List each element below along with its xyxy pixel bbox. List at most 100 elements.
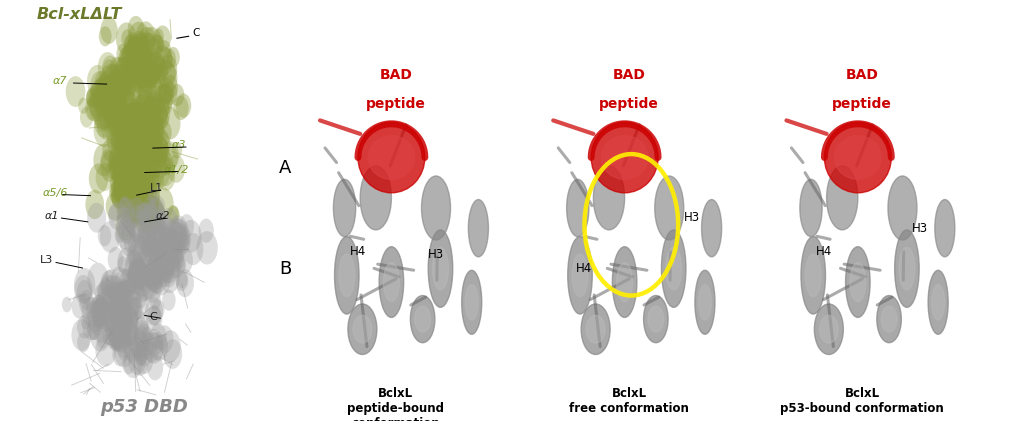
Circle shape [126,37,142,63]
Circle shape [114,325,131,353]
Circle shape [114,161,132,190]
Circle shape [162,246,178,272]
Circle shape [107,111,126,139]
Circle shape [169,215,188,243]
Circle shape [144,253,158,274]
Circle shape [87,320,99,340]
Circle shape [155,212,170,237]
Circle shape [154,257,173,287]
Circle shape [141,56,151,72]
Circle shape [108,146,125,172]
Circle shape [136,184,157,217]
Circle shape [141,27,162,60]
Circle shape [130,49,146,73]
Circle shape [144,196,156,215]
Circle shape [129,150,149,181]
Circle shape [131,112,148,138]
Ellipse shape [699,285,712,320]
Circle shape [128,233,143,256]
Circle shape [107,151,123,174]
Circle shape [89,294,111,326]
Circle shape [120,286,131,304]
Circle shape [154,55,165,73]
Circle shape [107,132,124,157]
Circle shape [167,245,184,269]
Circle shape [135,61,154,93]
Circle shape [125,251,146,284]
Circle shape [148,158,161,178]
Circle shape [151,251,172,284]
Circle shape [137,203,152,227]
Circle shape [114,160,130,186]
Circle shape [111,136,124,157]
Ellipse shape [379,247,404,317]
Ellipse shape [468,200,489,257]
Circle shape [133,54,144,72]
Circle shape [145,342,158,362]
Circle shape [132,136,153,169]
Circle shape [135,201,146,219]
Circle shape [121,331,132,348]
Ellipse shape [805,254,821,297]
Ellipse shape [935,200,955,257]
Circle shape [126,102,141,126]
Circle shape [121,44,141,75]
Circle shape [128,259,146,288]
Circle shape [177,230,189,248]
Circle shape [133,161,148,184]
Circle shape [143,135,154,152]
Circle shape [157,107,167,124]
Circle shape [127,193,147,226]
Circle shape [143,147,161,175]
Circle shape [105,109,116,125]
Circle shape [160,107,180,139]
Circle shape [112,186,126,208]
Circle shape [93,77,110,104]
Ellipse shape [824,122,891,193]
Circle shape [153,204,165,222]
Text: BclxL
free conformation: BclxL free conformation [569,387,690,416]
Circle shape [140,263,156,288]
Circle shape [148,189,158,205]
Circle shape [144,96,156,114]
Circle shape [141,101,154,121]
Circle shape [136,36,148,54]
Circle shape [124,207,138,229]
Circle shape [96,78,110,99]
Circle shape [146,212,160,234]
Circle shape [100,221,121,253]
Circle shape [100,17,118,44]
Circle shape [100,64,120,94]
Circle shape [142,197,158,222]
Circle shape [140,95,156,119]
Circle shape [135,145,151,169]
Circle shape [141,327,153,346]
Circle shape [115,122,130,146]
Circle shape [108,108,129,140]
Circle shape [121,319,138,346]
Circle shape [146,197,164,225]
Circle shape [158,164,175,191]
Circle shape [112,305,133,337]
Circle shape [158,152,173,176]
Circle shape [142,228,157,250]
Circle shape [133,38,149,63]
Circle shape [71,319,91,351]
Circle shape [100,151,120,182]
Circle shape [139,141,155,167]
Circle shape [124,152,142,180]
Circle shape [151,160,169,188]
Circle shape [158,208,179,240]
Circle shape [133,285,147,309]
Ellipse shape [586,315,605,343]
Circle shape [94,304,108,326]
Circle shape [154,246,168,270]
Circle shape [119,159,136,187]
Circle shape [132,282,144,301]
Ellipse shape [428,230,453,307]
Circle shape [90,71,108,99]
Circle shape [143,196,163,228]
Circle shape [152,299,164,320]
Circle shape [138,56,149,73]
Text: peptide: peptide [832,97,892,111]
